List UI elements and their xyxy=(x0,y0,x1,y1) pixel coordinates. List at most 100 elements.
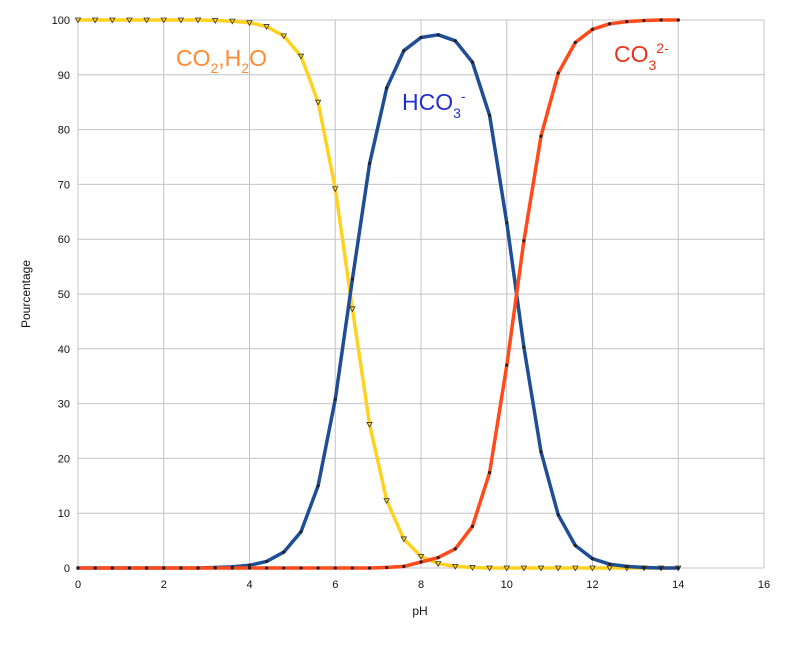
data-point-co2-h2o xyxy=(417,554,425,560)
data-point-co3 xyxy=(556,71,560,75)
data-point-co3 xyxy=(127,566,132,570)
data-point-hco3 xyxy=(556,513,560,517)
data-point-co2-h2o xyxy=(349,306,356,313)
data-point-co3 xyxy=(299,566,303,570)
data-point-hco3 xyxy=(539,450,543,454)
x-tick-label: 10 xyxy=(501,579,513,591)
data-point-co2-h2o xyxy=(74,17,82,24)
data-point-co2-h2o xyxy=(520,565,528,572)
data-point-co2-h2o xyxy=(109,17,116,24)
data-point-co2-h2o xyxy=(229,18,236,25)
data-point-co2-h2o xyxy=(554,565,562,572)
data-point-co2-h2o xyxy=(126,17,133,24)
label-co2-h2o: CO2,H2O xyxy=(176,45,267,76)
data-point-co3 xyxy=(162,566,166,570)
data-point-co2-h2o xyxy=(434,561,442,568)
data-point-co3 xyxy=(659,18,663,22)
y-tick-label: 50 xyxy=(58,289,70,301)
data-point-co3 xyxy=(453,547,457,551)
label-co3: CO32- xyxy=(614,40,669,73)
data-point-hco3 xyxy=(316,484,320,488)
data-point-co2-h2o xyxy=(486,565,493,572)
data-point-hco3 xyxy=(367,161,372,166)
data-point-hco3 xyxy=(676,566,680,570)
data-point-co2-h2o xyxy=(606,565,613,572)
data-point-co3 xyxy=(625,20,629,24)
x-tick-label: 4 xyxy=(246,579,252,591)
data-point-co3 xyxy=(470,524,475,528)
data-point-co3 xyxy=(316,566,320,570)
data-point-co3 xyxy=(488,471,492,475)
y-tick-label: 90 xyxy=(58,70,70,82)
y-axis-label: Pourcentage xyxy=(19,260,33,328)
data-point-co2-h2o xyxy=(452,563,459,570)
data-point-hco3 xyxy=(265,559,269,564)
x-axis-label: pH xyxy=(412,604,427,618)
y-tick-label: 100 xyxy=(52,15,70,27)
x-tick-label: 16 xyxy=(758,579,770,591)
y-tick-label: 10 xyxy=(58,508,70,520)
data-point-co3 xyxy=(385,565,389,570)
y-tick-label: 60 xyxy=(58,234,70,246)
data-point-co2-h2o xyxy=(314,99,322,106)
tick-labels: 0 10 20 30 40 50 60 70 80 90 100 0 2 4 6 8 10 12 14 16 xyxy=(52,15,770,591)
x-tick-label: 2 xyxy=(161,579,167,591)
y-tick-label: 70 xyxy=(58,179,70,191)
data-point-co2-h2o xyxy=(366,422,373,428)
data-point-hco3 xyxy=(642,565,646,570)
data-point-hco3 xyxy=(522,345,526,349)
data-point-hco3 xyxy=(402,49,406,53)
data-point-co2-h2o xyxy=(331,186,339,193)
data-point-co3 xyxy=(642,18,646,23)
series-lines xyxy=(76,18,681,570)
data-point-co3 xyxy=(402,564,406,568)
data-point-hco3 xyxy=(659,566,663,570)
data-point-co3 xyxy=(247,566,252,570)
data-point-co3 xyxy=(196,566,200,570)
data-point-co2-h2o xyxy=(280,33,288,40)
y-tick-label: 0 xyxy=(64,563,70,575)
data-point-co3 xyxy=(282,566,286,570)
data-point-hco3 xyxy=(436,33,440,37)
data-point-co3 xyxy=(350,566,354,570)
series-line-hco3 xyxy=(76,33,681,570)
data-point-co3 xyxy=(539,134,543,138)
data-point-co3 xyxy=(522,239,526,243)
data-point-co3 xyxy=(76,566,80,570)
data-point-hco3 xyxy=(625,564,629,568)
x-tick-label: 14 xyxy=(672,579,684,591)
data-point-co2-h2o xyxy=(400,536,408,543)
label-hco3: HCO3- xyxy=(402,88,466,121)
data-point-hco3 xyxy=(608,562,612,566)
y-tick-label: 80 xyxy=(58,125,70,137)
x-tick-label: 6 xyxy=(332,579,338,591)
data-point-co3 xyxy=(608,22,612,26)
data-point-hco3 xyxy=(590,557,595,561)
data-point-co3 xyxy=(213,566,217,570)
data-point-co2-h2o xyxy=(263,24,270,30)
data-point-hco3 xyxy=(282,550,286,554)
data-point-co2-h2o xyxy=(91,17,99,24)
series-line-co3 xyxy=(76,18,681,570)
data-point-co2-h2o xyxy=(297,53,305,60)
data-point-co2-h2o xyxy=(537,565,545,572)
y-tick-label: 30 xyxy=(58,399,70,411)
data-point-co3 xyxy=(436,555,440,560)
x-tick-label: 12 xyxy=(586,579,598,591)
data-point-hco3 xyxy=(488,113,492,117)
data-point-co3 xyxy=(590,27,595,31)
y-tick-label: 20 xyxy=(58,453,70,465)
x-tick-label: 0 xyxy=(75,579,81,591)
data-point-co3 xyxy=(573,40,577,45)
x-tick-label: 8 xyxy=(418,579,424,591)
data-point-hco3 xyxy=(470,60,475,64)
data-point-co2-h2o xyxy=(469,565,476,571)
data-point-co2-h2o xyxy=(160,17,168,24)
data-point-hco3 xyxy=(385,86,389,90)
data-point-co3 xyxy=(265,566,269,570)
series-line-co2-h2o xyxy=(76,18,681,570)
data-point-co3 xyxy=(505,363,509,367)
data-points xyxy=(74,17,682,572)
data-point-co3 xyxy=(230,566,234,570)
